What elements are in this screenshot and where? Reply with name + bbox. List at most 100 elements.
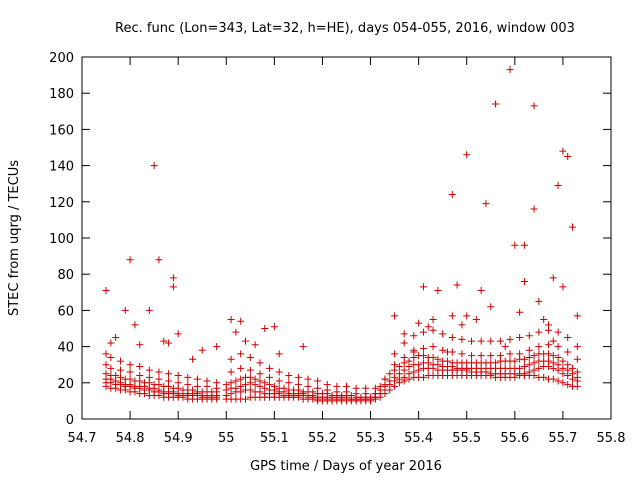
- data-point: [439, 346, 447, 354]
- data-point: [559, 357, 567, 365]
- data-point: [112, 372, 120, 380]
- data-point: [400, 339, 408, 347]
- x-tick-label: 55.3: [356, 431, 385, 446]
- data-point: [516, 350, 524, 358]
- x-tick-label: 55.4: [404, 431, 433, 446]
- data-point: [544, 321, 552, 329]
- data-point: [294, 381, 302, 389]
- data-point: [472, 315, 480, 323]
- data-point: [266, 381, 274, 389]
- data-point: [487, 337, 495, 345]
- data-point: [520, 355, 528, 363]
- data-point: [535, 328, 543, 336]
- x-tick-label: 55.8: [597, 431, 626, 446]
- data-point: [174, 330, 182, 338]
- data-point: [492, 100, 500, 108]
- data-point: [371, 384, 379, 392]
- data-point: [400, 330, 408, 338]
- data-point: [193, 382, 201, 390]
- data-point: [468, 352, 476, 360]
- data-point: [525, 332, 533, 340]
- data-point: [367, 393, 375, 401]
- data-point: [299, 343, 307, 351]
- x-tick-label: 54.9: [164, 431, 193, 446]
- data-point: [477, 286, 485, 294]
- data-point: [429, 315, 437, 323]
- data-point: [516, 364, 524, 372]
- data-point: [453, 281, 461, 289]
- data-point: [569, 223, 577, 231]
- data-point: [554, 182, 562, 190]
- data-point: [275, 377, 283, 385]
- data-point: [242, 337, 250, 345]
- data-point: [429, 343, 437, 351]
- data-point: [419, 352, 427, 360]
- data-point: [160, 337, 168, 345]
- x-tick-label: 54.8: [116, 431, 145, 446]
- data-point: [386, 370, 394, 378]
- data-point: [386, 377, 394, 385]
- data-point: [352, 384, 360, 392]
- data-point: [511, 241, 519, 249]
- data-point: [155, 368, 163, 376]
- data-point: [564, 348, 572, 356]
- data-point: [573, 355, 581, 363]
- y-tick-label: 40: [57, 341, 74, 356]
- data-point: [174, 379, 182, 387]
- data-point: [107, 364, 115, 372]
- data-point: [549, 274, 557, 282]
- x-tick-label: 55.2: [308, 431, 337, 446]
- axis-ticks: [81, 56, 612, 420]
- data-point: [256, 377, 264, 385]
- data-point: [405, 357, 413, 365]
- data-point: [496, 337, 504, 345]
- data-point: [169, 283, 177, 291]
- data-point: [544, 341, 552, 349]
- data-point: [535, 364, 543, 372]
- data-point: [136, 363, 144, 371]
- data-point: [535, 343, 543, 351]
- x-tick-label: 54.7: [68, 431, 97, 446]
- data-point: [246, 353, 254, 361]
- y-tick-label: 200: [49, 51, 74, 66]
- data-point: [419, 283, 427, 291]
- data-point: [145, 306, 153, 314]
- data-point: [184, 373, 192, 381]
- data-point: [333, 382, 341, 390]
- x-tick-label: 55.7: [548, 431, 577, 446]
- data-point: [415, 361, 423, 369]
- x-tick-label: 55.6: [500, 431, 529, 446]
- data-point: [237, 382, 245, 390]
- data-point: [415, 319, 423, 327]
- data-point: [395, 363, 403, 371]
- y-tick-label: 60: [57, 304, 74, 319]
- data-point: [107, 339, 115, 347]
- data-point: [410, 368, 418, 376]
- data-point: [400, 353, 408, 361]
- data-point: [116, 373, 124, 381]
- data-point: [323, 381, 331, 389]
- data-point: [280, 384, 288, 392]
- data-point: [564, 153, 572, 161]
- data-point: [530, 359, 538, 367]
- data-point: [314, 377, 322, 385]
- data-point: [145, 373, 153, 381]
- data-point: [559, 379, 567, 387]
- data-point: [540, 373, 548, 381]
- data-point: [246, 366, 254, 374]
- data-point: [165, 377, 173, 385]
- x-axis-tick-labels: 54.7 54.8 54.9 55 55.1 55.2 55.3 55.4 55.5 55.6 55…: [68, 431, 626, 446]
- data-point: [544, 357, 552, 365]
- data-point: [443, 348, 451, 356]
- data-point: [520, 370, 528, 378]
- data-point: [227, 379, 235, 387]
- data-point: [242, 395, 250, 403]
- data-point: [400, 373, 408, 381]
- data-point: [492, 359, 500, 367]
- data-point: [559, 283, 567, 291]
- data-point: [525, 361, 533, 369]
- data-point: [448, 191, 456, 199]
- data-point: [463, 151, 471, 159]
- data-point: [569, 364, 577, 372]
- data-point: [549, 352, 557, 360]
